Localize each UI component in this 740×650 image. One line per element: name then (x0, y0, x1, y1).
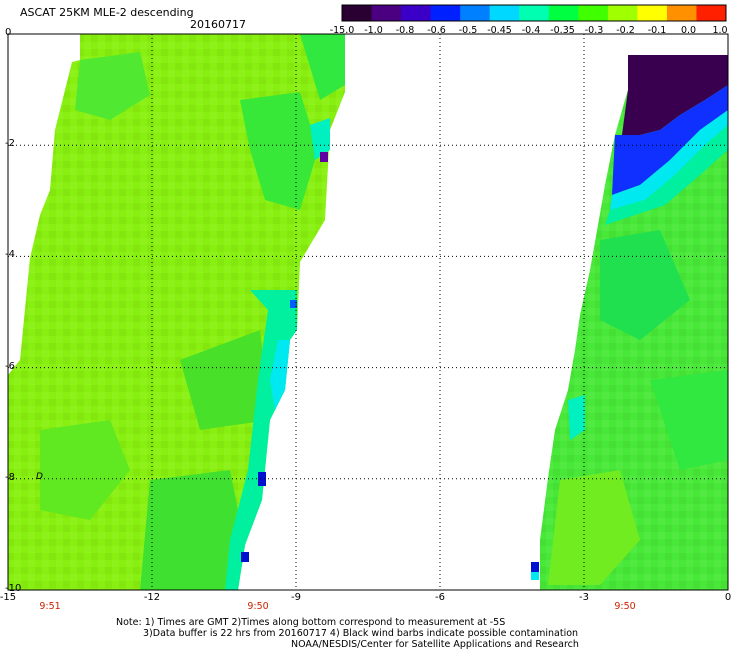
map-frame (7, 33, 729, 591)
swath-left (8, 34, 345, 590)
note-line-2: 3)Data buffer is 22 hrs from 20160717 4)… (143, 628, 579, 639)
colorbar-tick-label: -0.8 (395, 25, 415, 36)
colorbar-tick-label: -0.35 (550, 25, 575, 36)
colorbar (341, 4, 727, 22)
x-tick-label: 0 (724, 592, 732, 603)
pass-time-left: 9:51 (39, 601, 61, 612)
swath-right (531, 55, 728, 590)
x-tick-label: -6 (435, 592, 445, 603)
pass-time-right: 9:50 (614, 601, 636, 612)
note-line-3: NOAA/NESDIS/Center for Satellite Applica… (291, 639, 579, 650)
colorbar-swatch (578, 5, 609, 21)
colorbar-swatch (401, 5, 432, 21)
colorbar-tick-label: -0.45 (487, 25, 512, 36)
colorbar-tick-label: -0.2 (616, 25, 635, 36)
note-line-1: Note: 1) Times are GMT 2)Times along bot… (116, 617, 506, 628)
colorbar-tick-label: -0.6 (427, 25, 446, 36)
colorbar-swatch (342, 5, 373, 21)
colorbar-swatch (607, 5, 638, 21)
colorbar-swatch (666, 5, 697, 21)
map-date: 20160717 (190, 18, 246, 31)
map-grid (8, 34, 728, 590)
colorbar-swatch (489, 5, 520, 21)
colorbar-tick-label: 1.0 (712, 25, 728, 36)
x-tick-label: -12 (143, 592, 161, 603)
y-tick-label: -2 (5, 138, 15, 150)
colorbar-frame (341, 4, 727, 22)
colorbar-swatch (371, 5, 402, 21)
colorbar-tick-label: -0.3 (584, 25, 604, 36)
y-tick-label: -10 (5, 583, 22, 594)
y-tick-label: -6 (5, 360, 15, 372)
y-tick-label: -8 (5, 471, 15, 483)
colorbar-labels: -15.0 -1.0 -0.8 -0.6 -0.5 -0.45 -0.4 -0.35 -0.3 -… (330, 25, 728, 37)
y-tick-label: 0 (5, 27, 12, 38)
colorbar-swatch (637, 5, 668, 21)
map-marker: D (36, 472, 43, 482)
colorbar-swatch (430, 5, 461, 21)
colorbar-tick-label: -0.5 (458, 25, 478, 36)
colorbar-tick-label: 0.0 (680, 25, 697, 36)
map-title: ASCAT 25KM MLE-2 descending (20, 6, 194, 19)
colorbar-tick-label: -15.0 (329, 25, 355, 36)
colorbar-tick-label: -1.0 (364, 25, 383, 36)
y-tick-label: -4 (5, 249, 15, 261)
colorbar-swatch (460, 5, 491, 21)
colorbar-swatch (519, 5, 550, 21)
x-tick-label: -15 (0, 592, 17, 603)
colorbar-swatch (696, 5, 727, 21)
colorbar-tick-label: -0.1 (647, 25, 667, 36)
x-tick-label: -3 (579, 592, 589, 603)
colorbar-tick-label: -0.4 (521, 25, 541, 36)
x-tick-label: -9 (291, 592, 301, 603)
pass-time-center: 9:50 (247, 601, 269, 612)
colorbar-swatch (548, 5, 579, 21)
